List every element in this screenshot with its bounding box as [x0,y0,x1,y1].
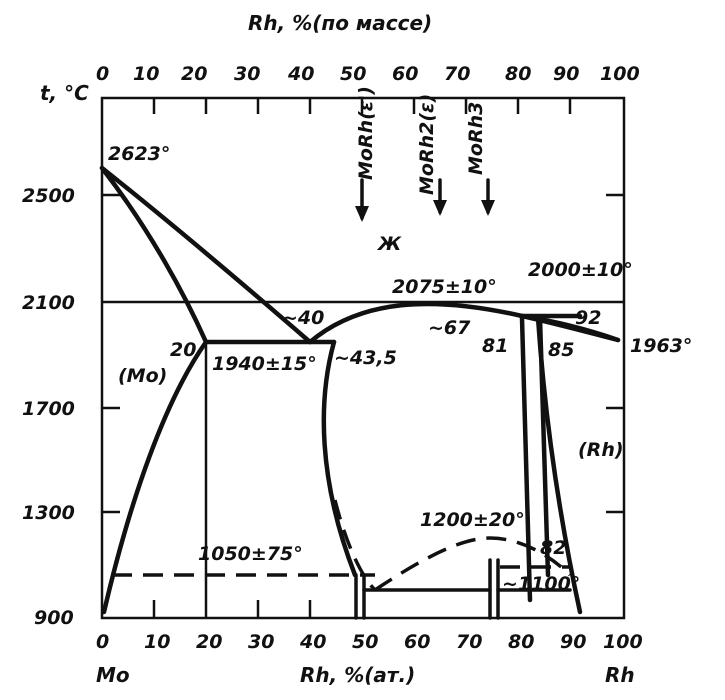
ann-order-max: 1200±20° [420,509,525,531]
svg-text:30: 30 [248,631,274,653]
svg-text:80: 80 [508,631,534,653]
top-axis-ticks: 0 10 20 30 40 50 60 70 80 90 100 [96,63,640,85]
phase-85-line [537,315,551,578]
bottom-axis-title: Rh, %(ат.) [300,663,415,687]
ann-c82: 82 [540,537,566,559]
svg-text:70: 70 [456,631,482,653]
svg-text:10: 10 [144,631,170,653]
bottom-left-element: Mo [96,663,130,687]
svg-text:20: 20 [181,63,207,85]
svg-text:10: 10 [133,63,159,85]
svg-text:70: 70 [444,63,470,85]
svg-text:90: 90 [560,631,586,653]
ann-c43: ~43,5 [334,347,397,369]
ann-peritectic: 2000±10° [528,259,633,281]
svg-text:60: 60 [404,631,430,653]
ann-mo-melt: 2623° [108,143,170,165]
epsilon-phase-boundary [321,339,358,578]
svg-text:0: 0 [96,631,109,653]
bottom-axis-ticks: 0 10 20 30 40 50 60 70 80 90 100 [96,631,643,653]
svg-text:100: 100 [600,63,640,85]
phase-rh: (Rh) [578,439,624,461]
phase-81-line [519,315,533,603]
ann-eutectic: 1940±15° [212,353,317,375]
ann-c67: ~67 [428,317,471,339]
svg-text:50: 50 [352,631,378,653]
svg-text:20: 20 [196,631,222,653]
ann-order-low: ~1100° [502,573,580,595]
compound-label-morh2: MoRh2(ε) [416,94,438,195]
svg-text:2100: 2100 [22,292,75,314]
svg-text:1300: 1300 [22,502,75,524]
ann-c20: 20 [170,339,196,361]
ann-eutectoid: 1050±75° [198,543,303,565]
liquidus-mo-side [99,165,313,345]
svg-text:1700: 1700 [22,398,75,420]
svg-text:50: 50 [340,63,366,85]
phase-liquid: Ж [376,233,402,255]
top-axis-title: Rh, %(по массе) [248,11,432,35]
svg-text:0: 0 [96,63,109,85]
compound-label-morh: MoRh(ε') [355,86,377,180]
compound-arrows [355,178,495,222]
phase-mo: (Mo) [118,365,167,387]
svg-text:40: 40 [299,631,326,653]
svg-text:30: 30 [234,63,260,85]
ann-c85: 85 [548,339,574,361]
compound-label-morh3: MoRh3 [465,102,487,175]
ann-c40: ~40 [282,307,324,329]
ann-c92: 92 [575,307,601,329]
solvus-mo [101,339,209,615]
ann-rh-melt: 1963° [630,335,692,357]
epsilon-lower-dashed [333,499,377,592]
svg-text:2500: 2500 [22,185,75,207]
svg-text:90: 90 [553,63,579,85]
svg-text:80: 80 [505,63,531,85]
ann-congruent: 2075±10° [392,276,497,298]
order-dome-dashed [374,536,572,592]
bottom-right-element: Rh [605,663,635,687]
svg-text:900: 900 [34,607,74,629]
vertical-gridlines [152,98,572,618]
svg-text:100: 100 [603,631,643,653]
ann-c81: 81 [482,335,508,357]
svg-text:60: 60 [392,63,418,85]
y-axis-title: t, °C [40,81,89,105]
solidus-mo-side [99,165,209,345]
svg-text:40: 40 [287,63,314,85]
y-axis-ticks: 2500 2100 1700 1300 900 [22,185,75,629]
